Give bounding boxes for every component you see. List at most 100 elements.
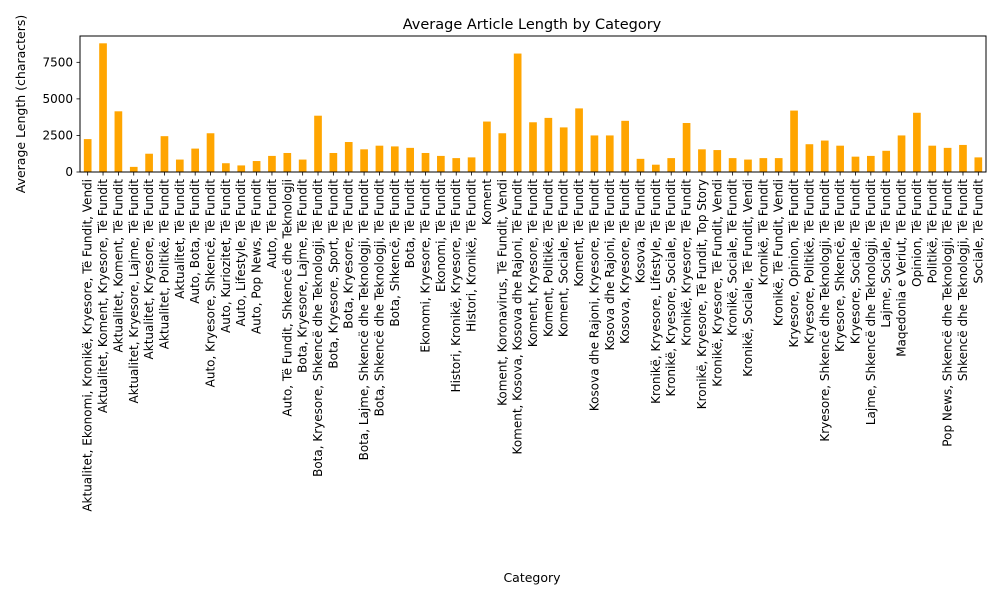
x-tick-label: Aktualitet, Koment, Kryesore, Të Fundit [96, 179, 110, 413]
bar [974, 157, 983, 172]
x-tick-label: Koment, Të Fundit [572, 179, 586, 287]
bar [406, 147, 414, 172]
x-tick-label: Kronikë, Kryesore, Lifestyle, Të Fundit [649, 179, 663, 404]
bar [437, 155, 445, 172]
bar [682, 123, 691, 172]
bar [698, 149, 706, 172]
x-tick-label: Shkencë dhe Teknologji, Të Fundit [956, 179, 970, 381]
bar [129, 166, 138, 172]
bar [375, 145, 384, 172]
x-tick-label: Koment, Koronavirus, Të Fundit, Vendi [495, 179, 509, 406]
x-tick-label: Kryesore, Shkencë dhe Teknologji, Të Fun… [818, 179, 832, 442]
x-tick-label: Sociale, Të Fundit [971, 179, 985, 284]
x-tick-label: Aktualitet, Ekonomi, Kronikë, Kryesore, … [81, 179, 95, 512]
x-tick-label: Auto, Bota, Të Fundit [188, 179, 202, 304]
bar [329, 152, 338, 172]
bar [621, 120, 629, 172]
x-tick-label: Koment, Politikë, Të Fundit [541, 179, 555, 337]
bar [83, 139, 92, 172]
bars-group [83, 43, 983, 173]
bar [913, 112, 921, 172]
bar [99, 43, 107, 173]
x-tick-label: Aktualitet, Të Fundit [173, 179, 187, 299]
x-tick-label: Koment [480, 179, 494, 225]
plot-frame [79, 35, 987, 173]
bar [605, 135, 614, 172]
bar [774, 158, 783, 172]
x-tick-label: Aktualitet, Politikë, Të Fundit [157, 179, 171, 350]
bar [575, 108, 583, 172]
x-tick-label: Auto, Të Fundit, Shkencë dhe Teknologji [280, 179, 294, 417]
bar [759, 158, 768, 172]
bar [882, 150, 891, 172]
bar [790, 110, 798, 172]
bar [805, 144, 814, 172]
bar [298, 159, 307, 172]
bar [744, 159, 752, 172]
y-ticks-group: 0 2500 5000 7500 [42, 55, 80, 179]
bar [866, 155, 875, 172]
x-tick-label: Auto, Lifestyle, Të Fundit [234, 179, 248, 327]
x-tick-label: Pop News, Shkencë dhe Teknologji, Të Fun… [941, 179, 955, 447]
x-tick-label: Bota, Shkencë dhe Teknologji, Të Fundit [372, 179, 386, 417]
bar [713, 150, 722, 172]
bar [483, 121, 491, 172]
bar [636, 158, 645, 172]
bar [559, 127, 568, 172]
bar [268, 155, 276, 172]
bar [283, 152, 292, 172]
x-tick-label: Ekonomi, Kryesore, Të Fundit [419, 179, 433, 353]
bar [452, 158, 461, 172]
bar [851, 156, 860, 172]
x-tick-label: Aktualitet, Kryesore, Lajme, Të Fundit [127, 179, 141, 404]
x-tick-label: Auto, Kuriozitet, Të Fundit [219, 179, 233, 333]
x-tick-label: Kryesore, Politikë, Të Fundit [802, 179, 816, 344]
bar [820, 140, 829, 172]
bar [114, 111, 123, 172]
x-tick-label: Bota, Lajme, Shkencë dhe Teknologji, Të … [357, 179, 371, 461]
x-tick-label: Opinion, Të Fundit [910, 179, 924, 287]
x-tick-label: Bota, Kryesore, Të Fundit [342, 179, 356, 329]
bar [498, 133, 507, 172]
bar [314, 115, 322, 172]
bar [206, 133, 215, 172]
bar [421, 152, 430, 172]
bar [959, 144, 967, 172]
x-tick-label: Kosova dhe Rajoni, Të Fundit [603, 179, 617, 351]
y-tick-label: 7500 [42, 55, 73, 69]
bar [467, 157, 476, 172]
x-tick-label: Ekonomi, Të Fundit [434, 179, 448, 292]
bar [652, 164, 660, 172]
bar [667, 158, 676, 172]
x-tick-label: Bota, Kryesore, Sport, Të Fundit [326, 179, 340, 369]
y-axis-label: Average Length (characters) [13, 15, 28, 194]
x-tick-label: Koment, Kosova, Kosova dhe Rajoni, Të Fu… [511, 179, 525, 455]
x-tick-label: Kronikë, Sociale, Të Fundit, Vendi [741, 179, 755, 377]
bar [529, 122, 537, 172]
x-tick-label: Bota, Kryesore, Shkencë dhe Teknologji, … [311, 179, 325, 477]
x-tick-label: Bota, Kryesore, Lajme, Të Fundit [296, 179, 310, 373]
x-tick-label: Kosova dhe Rajoni, Kryesore, Të Fundit [587, 179, 601, 411]
x-tick-label: Kronikë, Kryesore, Sociale, Të Fundit [664, 179, 678, 397]
x-ticks-group: Aktualitet, Ekonomi, Kronikë, Kryesore, … [81, 172, 985, 512]
x-tick-label: Kronikë, Të Fundit [756, 179, 770, 286]
x-axis-label: Category [503, 570, 561, 585]
y-tick-label: 0 [65, 165, 73, 179]
x-tick-label: Kryesore, Shkencë, Të Fundit [833, 179, 847, 352]
bar [237, 165, 246, 172]
x-tick-label: Kryesore, Sociale, Të Fundit [848, 179, 862, 344]
y-tick-label: 2500 [42, 128, 73, 142]
bar [222, 163, 230, 172]
x-tick-label: Lajme, Sociale, Të Fundit [879, 179, 893, 328]
x-tick-label: Koment, Kryesore, Të Fundit [526, 179, 540, 347]
x-tick-label: Kronikë, Kryesore, Të Fundit, Top Story [695, 179, 709, 409]
x-tick-label: Politikë, Të Fundit [925, 179, 939, 284]
x-tick-label: Kosova, Kryesore, Të Fundit [618, 179, 632, 344]
bar [928, 145, 937, 172]
bar [897, 135, 906, 172]
bar [728, 158, 737, 172]
x-tick-label: Aktualitet, Kryesore, Të Fundit [142, 179, 156, 360]
bar [252, 161, 261, 172]
